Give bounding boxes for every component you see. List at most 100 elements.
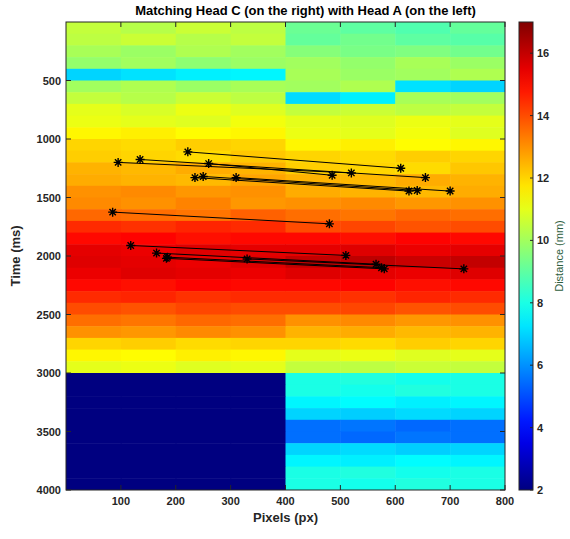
heat-cell [121,396,176,408]
chart: Matching Head C (on the right) with Head… [0,0,570,539]
heat-cell [286,385,341,397]
heat-cell [395,268,450,280]
heat-cell [450,315,505,327]
heat-cell [176,69,231,81]
heat-cell [286,315,341,327]
heat-cell [66,221,121,233]
heat-cell [231,34,286,46]
match-line [247,259,464,269]
heat-cell [176,467,231,479]
heat-cell [395,326,450,338]
x-tick-label: 700 [441,495,459,507]
heat-cell [121,139,176,151]
heat-cell [176,34,231,46]
heat-cell [340,139,395,151]
heat-cell [286,139,341,151]
heat-cell [121,279,176,291]
heat-cell [340,127,395,139]
heat-cell [340,104,395,116]
heat-cell [395,139,450,151]
heat-cell [121,69,176,81]
colorbar-tick [530,240,533,241]
heat-cell [450,256,505,268]
heat-cell [176,198,231,210]
heat-cell [286,198,341,210]
y-tick [66,80,71,81]
heat-cell [176,478,231,490]
heat-cell [286,338,341,350]
heat-cell [231,116,286,128]
heat-cell [340,233,395,245]
y-tick-label: 3500 [37,426,61,438]
heat-cell [66,396,121,408]
heat-cell [340,221,395,233]
plot-frame [66,22,505,490]
heat-cell [395,455,450,467]
y-tick [66,373,71,374]
heat-cell [450,478,505,490]
heat-cell [286,373,341,385]
heat-cell [340,315,395,327]
colorbar-tick [530,178,533,179]
heat-cell [176,408,231,420]
heat-cell [176,420,231,432]
heat-cell [121,268,176,280]
heat-cell [121,45,176,57]
y-tick-label: 4000 [37,484,61,496]
x-tick-label: 200 [167,495,185,507]
heat-cell [450,69,505,81]
match-marker [152,249,161,258]
heat-cell [231,127,286,139]
heat-cell [121,127,176,139]
heat-cell [286,408,341,420]
colorbar-tick-label: 6 [537,359,543,371]
heat-cell [395,373,450,385]
heat-cell [66,162,121,174]
colorbar-tick-label: 2 [537,484,543,496]
heat-cell [340,338,395,350]
heat-cell [231,268,286,280]
heat-cell [395,291,450,303]
heat-cell [286,233,341,245]
heat-cell [286,326,341,338]
heat-cell [340,291,395,303]
heat-cell [340,198,395,210]
x-tick-top [175,22,176,27]
heat-cell [395,303,450,315]
heat-cell [231,432,286,444]
heat-cell [121,198,176,210]
heat-cell [231,279,286,291]
heat-cell [176,350,231,362]
heat-cell [450,139,505,151]
match-line [209,164,332,176]
heat-cell [395,209,450,221]
x-tick [175,485,176,490]
heat-cell [66,373,121,385]
heat-cell [450,151,505,163]
heat-cell [121,361,176,373]
x-tick-top [230,22,231,27]
heat-cell [121,420,176,432]
heat-cell [176,116,231,128]
heat-cell [231,233,286,245]
heat-cell [231,338,286,350]
y-tick [66,139,71,140]
heat-cell [121,92,176,104]
heat-cell [340,209,395,221]
heat-cell [121,443,176,455]
heat-cell [450,303,505,315]
heat-cell [450,338,505,350]
heat-cell [340,244,395,256]
heat-cell [395,338,450,350]
heat-cell [121,104,176,116]
y-tick-label: 500 [43,75,61,87]
x-tick [230,485,231,490]
match-line [131,245,346,255]
heat-cell [450,174,505,186]
heat-cell [176,373,231,385]
heat-cell [176,361,231,373]
heat-cell [450,127,505,139]
match-line [168,257,382,268]
heat-cell [176,315,231,327]
heat-cell [286,69,341,81]
